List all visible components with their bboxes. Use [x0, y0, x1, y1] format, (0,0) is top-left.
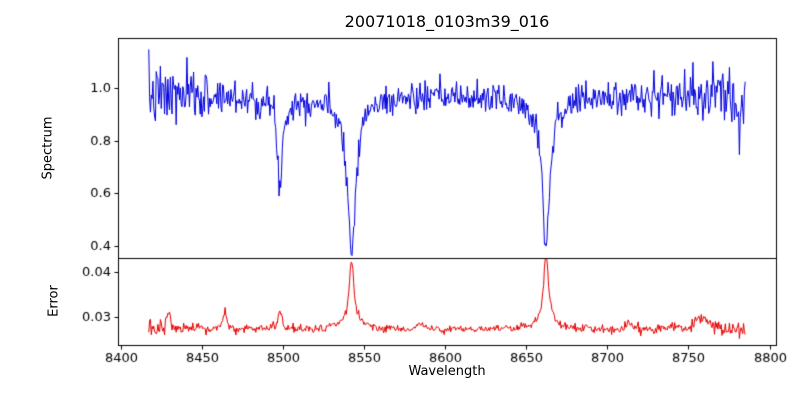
error-axis-label: Error [46, 285, 62, 317]
spectrum-axis-label: Spectrum [40, 116, 56, 180]
wavelength-axis-label: Wavelength [408, 364, 486, 379]
plot-title: 20071018_0103m39_016 [344, 12, 550, 31]
